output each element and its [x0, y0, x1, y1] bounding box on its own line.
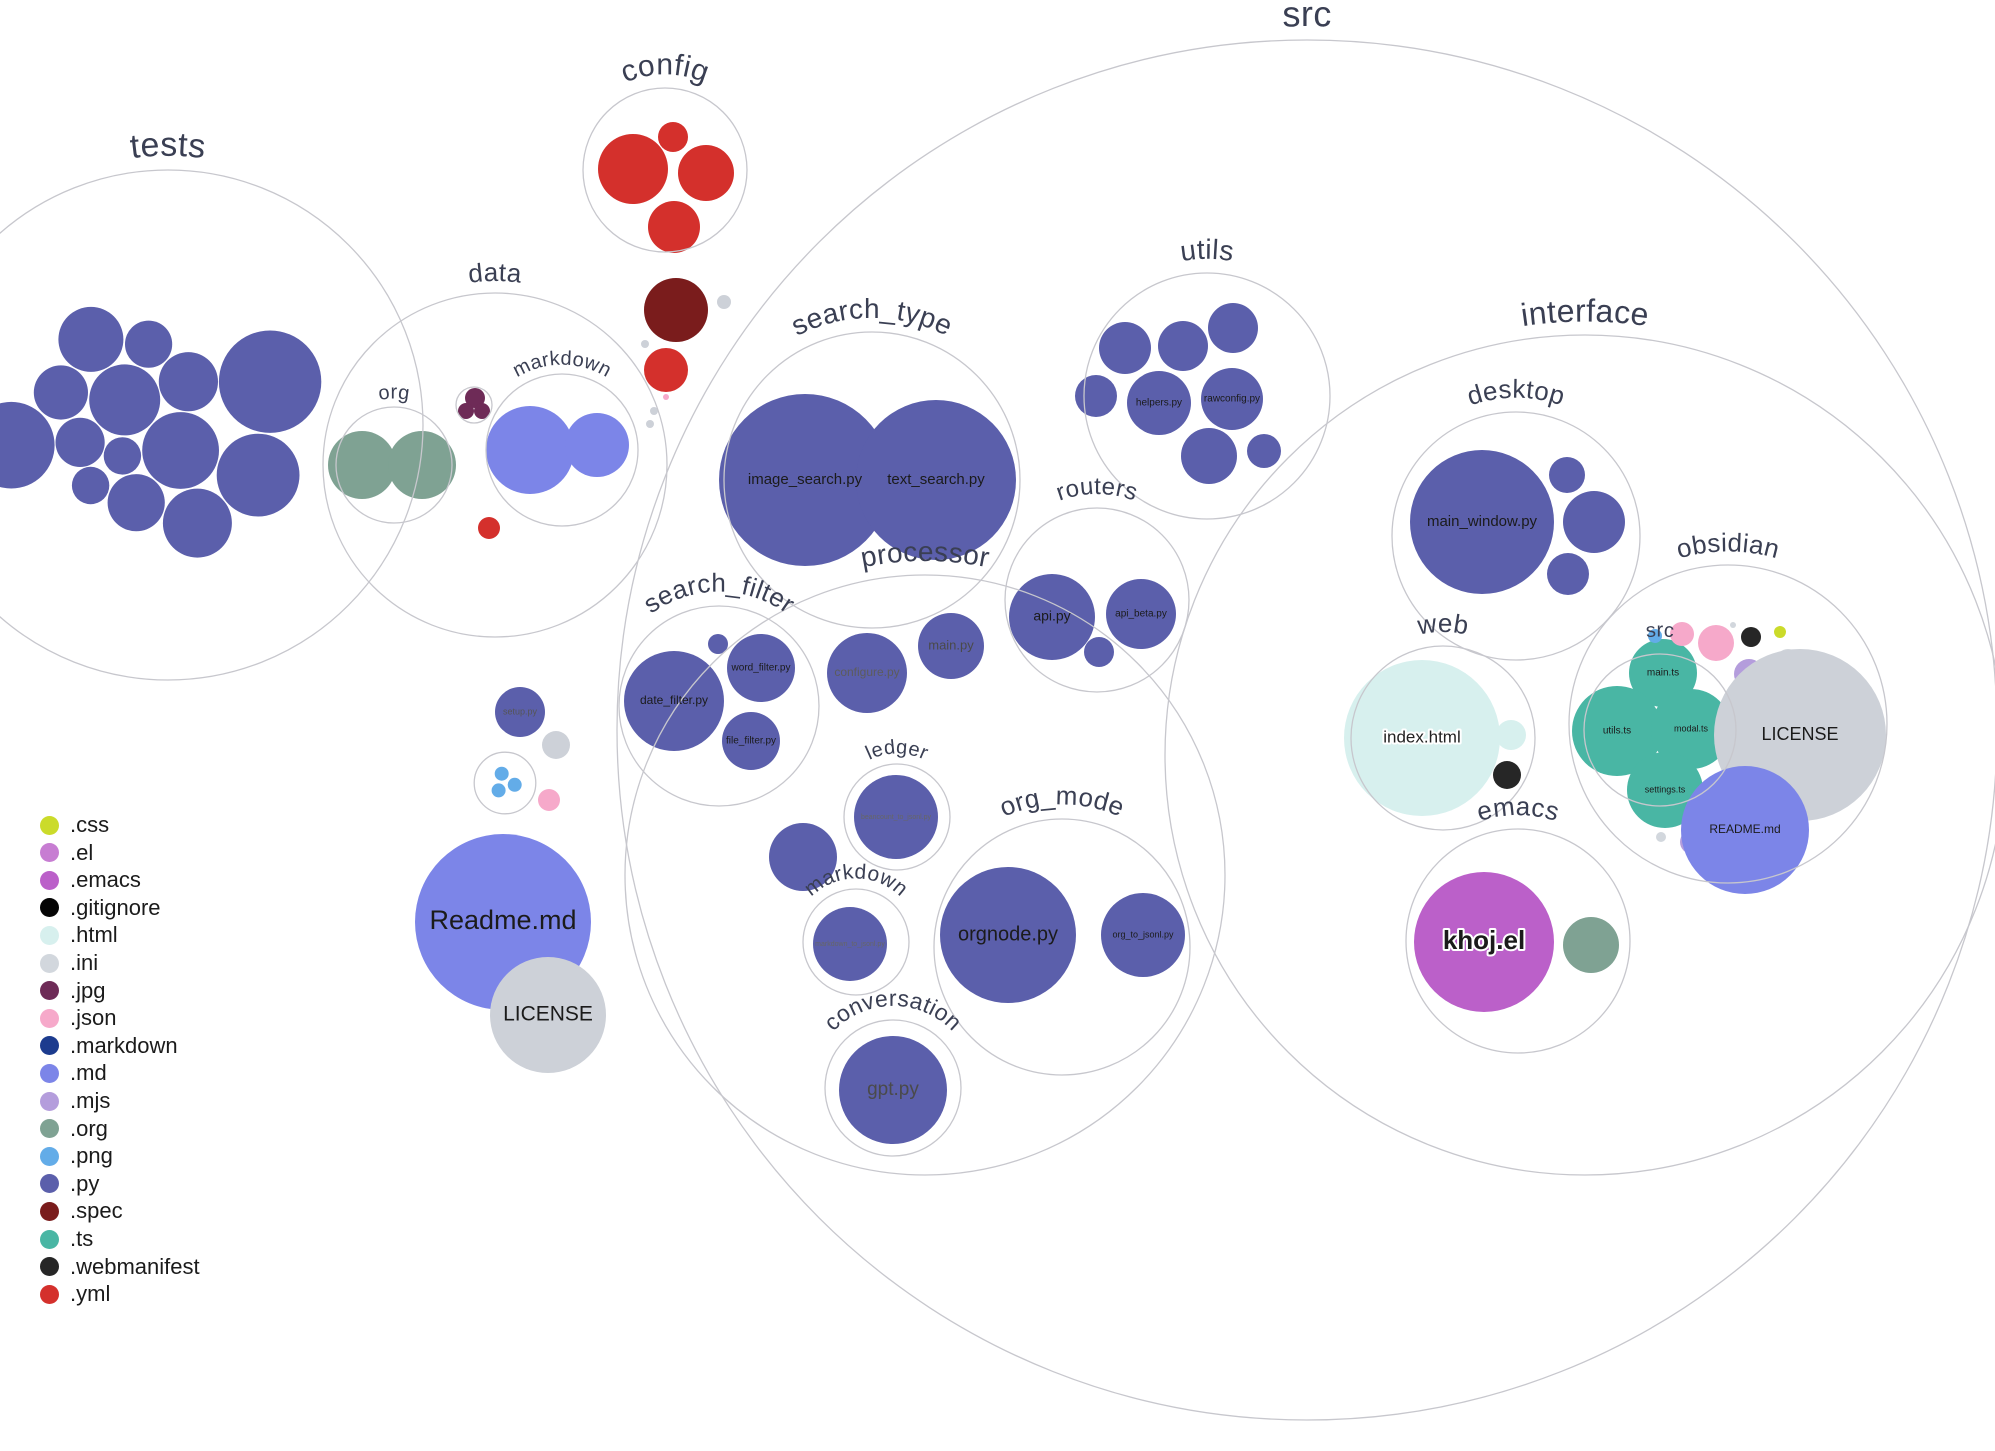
svg-text:web: web: [1415, 608, 1471, 641]
svg-text:orgnode.py: orgnode.py: [958, 923, 1058, 945]
svg-text:main.py: main.py: [928, 637, 974, 652]
svg-text:interface: interface: [1519, 293, 1651, 333]
svg-text:utils: utils: [1178, 234, 1236, 267]
svg-text:LICENSE: LICENSE: [1761, 724, 1838, 744]
svg-text:helpers.py: helpers.py: [1136, 398, 1182, 409]
svg-text:org: org: [377, 382, 411, 405]
svg-text:setup.py: setup.py: [503, 706, 538, 716]
svg-text:markdown_to_jsonl.py: markdown_to_jsonl.py: [815, 941, 885, 948]
svg-text:src: src: [1282, 0, 1332, 35]
svg-text:rawconfig.py: rawconfig.py: [1204, 394, 1260, 405]
svg-text:modal.ts: modal.ts: [1674, 723, 1709, 733]
svg-text:beancount_to_jsonl.py: beancount_to_jsonl.py: [861, 814, 932, 821]
svg-text:utils.ts: utils.ts: [1603, 726, 1631, 737]
svg-text:Readme.md: Readme.md: [429, 905, 576, 935]
svg-text:org_to_jsonl.py: org_to_jsonl.py: [1112, 929, 1174, 939]
svg-text:file_filter.py: file_filter.py: [726, 736, 776, 747]
svg-text:main.ts: main.ts: [1647, 668, 1679, 679]
svg-text:src: src: [1645, 619, 1675, 642]
svg-text:date_filter.py: date_filter.py: [640, 693, 708, 707]
svg-text:khoj.el: khoj.el: [1443, 925, 1525, 955]
svg-text:word_filter.py: word_filter.py: [731, 663, 791, 674]
svg-text:settings.ts: settings.ts: [1645, 784, 1686, 794]
svg-text:api_beta.py: api_beta.py: [1115, 609, 1167, 620]
svg-text:gpt.py: gpt.py: [867, 1079, 919, 1100]
svg-text:index.html: index.html: [1383, 727, 1460, 746]
svg-text:text_search.py: text_search.py: [887, 471, 985, 488]
svg-text:image_search.py: image_search.py: [748, 471, 863, 488]
svg-text:main_window.py: main_window.py: [1427, 513, 1538, 530]
svg-text:configure.py: configure.py: [834, 665, 899, 679]
svg-text:data: data: [467, 257, 524, 289]
svg-text:api.py: api.py: [1033, 608, 1070, 624]
svg-text:README.md: README.md: [1709, 822, 1780, 836]
svg-text:LICENSE: LICENSE: [503, 1003, 593, 1026]
